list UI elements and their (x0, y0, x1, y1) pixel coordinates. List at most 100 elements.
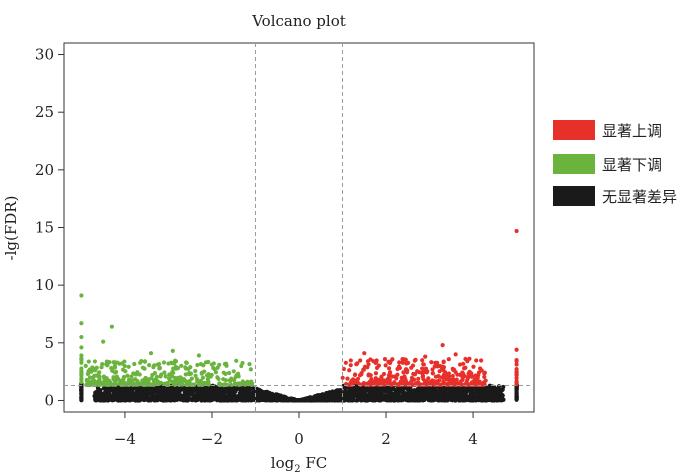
point-significant-up (345, 376, 350, 381)
point-significant-up (446, 357, 451, 362)
point-significant-up (429, 360, 434, 365)
point-not-significant (251, 393, 256, 398)
point-not-significant (496, 386, 501, 391)
point-not-significant (265, 397, 271, 402)
point-significant-up (400, 360, 405, 365)
point-significant-down (79, 334, 84, 340)
point-not-significant (139, 396, 144, 401)
point-significant-up (450, 373, 455, 379)
point-not-significant (353, 390, 359, 395)
legend-label: 显著下调 (602, 156, 662, 174)
point-significant-down (117, 381, 122, 386)
point-not-significant (500, 393, 505, 398)
point-significant-up (441, 374, 446, 379)
point-not-significant (379, 397, 385, 402)
point-not-significant (392, 398, 397, 403)
y-axis-ticks: 0 5 10 15 20 25 30 (35, 46, 64, 409)
point-significant-up (374, 360, 379, 365)
point-not-significant (408, 392, 413, 397)
point-significant-up (421, 362, 426, 367)
point-significant-up (420, 373, 426, 379)
point-significant-down (135, 371, 140, 376)
point-significant-up (403, 357, 408, 362)
point-significant-up (514, 370, 519, 375)
point-not-significant (209, 391, 214, 397)
point-significant-up (375, 382, 381, 387)
point-not-significant (195, 397, 200, 402)
point-not-significant (115, 393, 120, 398)
point-significant-down (224, 361, 229, 366)
x-axis-ticks: −4 −2 0 2 4 (114, 412, 478, 448)
point-significant-up (368, 357, 373, 362)
point-significant-down (243, 381, 248, 386)
point-significant-down (96, 378, 102, 383)
point-significant-up (457, 362, 463, 367)
point-significant-up (453, 352, 458, 357)
point-not-significant (104, 397, 109, 402)
point-significant-up (420, 358, 425, 363)
point-not-significant (79, 386, 84, 391)
point-not-significant (205, 396, 210, 401)
point-significant-down (123, 369, 128, 374)
point-significant-down (196, 353, 202, 358)
point-significant-up (423, 354, 428, 359)
point-not-significant (128, 390, 133, 395)
point-not-significant (197, 390, 202, 395)
legend-swatch (553, 186, 595, 206)
point-not-significant (169, 386, 174, 391)
point-significant-up (383, 363, 388, 368)
legend-swatch (553, 120, 595, 140)
threshold-lines (64, 43, 534, 412)
point-not-significant (501, 384, 506, 390)
point-not-significant (422, 397, 427, 402)
point-not-significant (362, 393, 367, 398)
point-significant-up (463, 365, 468, 370)
point-significant-down (83, 363, 88, 368)
point-significant-up (441, 360, 446, 365)
point-significant-up (412, 372, 418, 377)
y-tick-label: 0 (44, 391, 54, 409)
point-significant-down (161, 360, 167, 365)
point-not-significant (460, 389, 465, 394)
point-significant-down (142, 359, 147, 364)
point-significant-up (483, 378, 488, 383)
point-not-significant (406, 387, 411, 392)
point-significant-down (115, 377, 120, 382)
point-not-significant (255, 392, 260, 397)
point-not-significant (159, 389, 164, 394)
point-not-significant (225, 396, 230, 401)
point-significant-up (480, 382, 486, 387)
point-not-significant (371, 390, 377, 395)
point-significant-down (109, 324, 114, 329)
point-not-significant (225, 390, 231, 395)
point-significant-up (449, 378, 454, 383)
point-not-significant (514, 387, 519, 392)
point-significant-up (373, 371, 379, 376)
point-not-significant (386, 392, 392, 397)
point-not-significant (346, 397, 351, 402)
point-significant-up (386, 366, 392, 371)
point-significant-down (79, 293, 84, 298)
point-significant-up (430, 371, 435, 376)
point-significant-down (147, 363, 152, 368)
point-significant-up (418, 382, 423, 387)
point-not-significant (177, 389, 182, 394)
point-significant-down (126, 364, 131, 369)
point-significant-down (212, 367, 217, 372)
point-significant-up (382, 357, 388, 362)
point-not-significant (174, 387, 179, 392)
point-significant-up (514, 347, 519, 352)
point-significant-down (125, 373, 130, 378)
point-significant-down (79, 345, 84, 350)
point-significant-down (157, 361, 162, 367)
point-significant-down (203, 360, 209, 365)
point-significant-up (400, 357, 405, 362)
point-significant-up (352, 372, 358, 378)
point-significant-down (209, 362, 214, 367)
point-significant-up (355, 361, 360, 366)
point-significant-down (231, 369, 236, 374)
point-significant-up (474, 358, 479, 363)
point-significant-down (209, 372, 214, 378)
point-significant-down (221, 377, 226, 382)
point-significant-up (436, 374, 441, 379)
